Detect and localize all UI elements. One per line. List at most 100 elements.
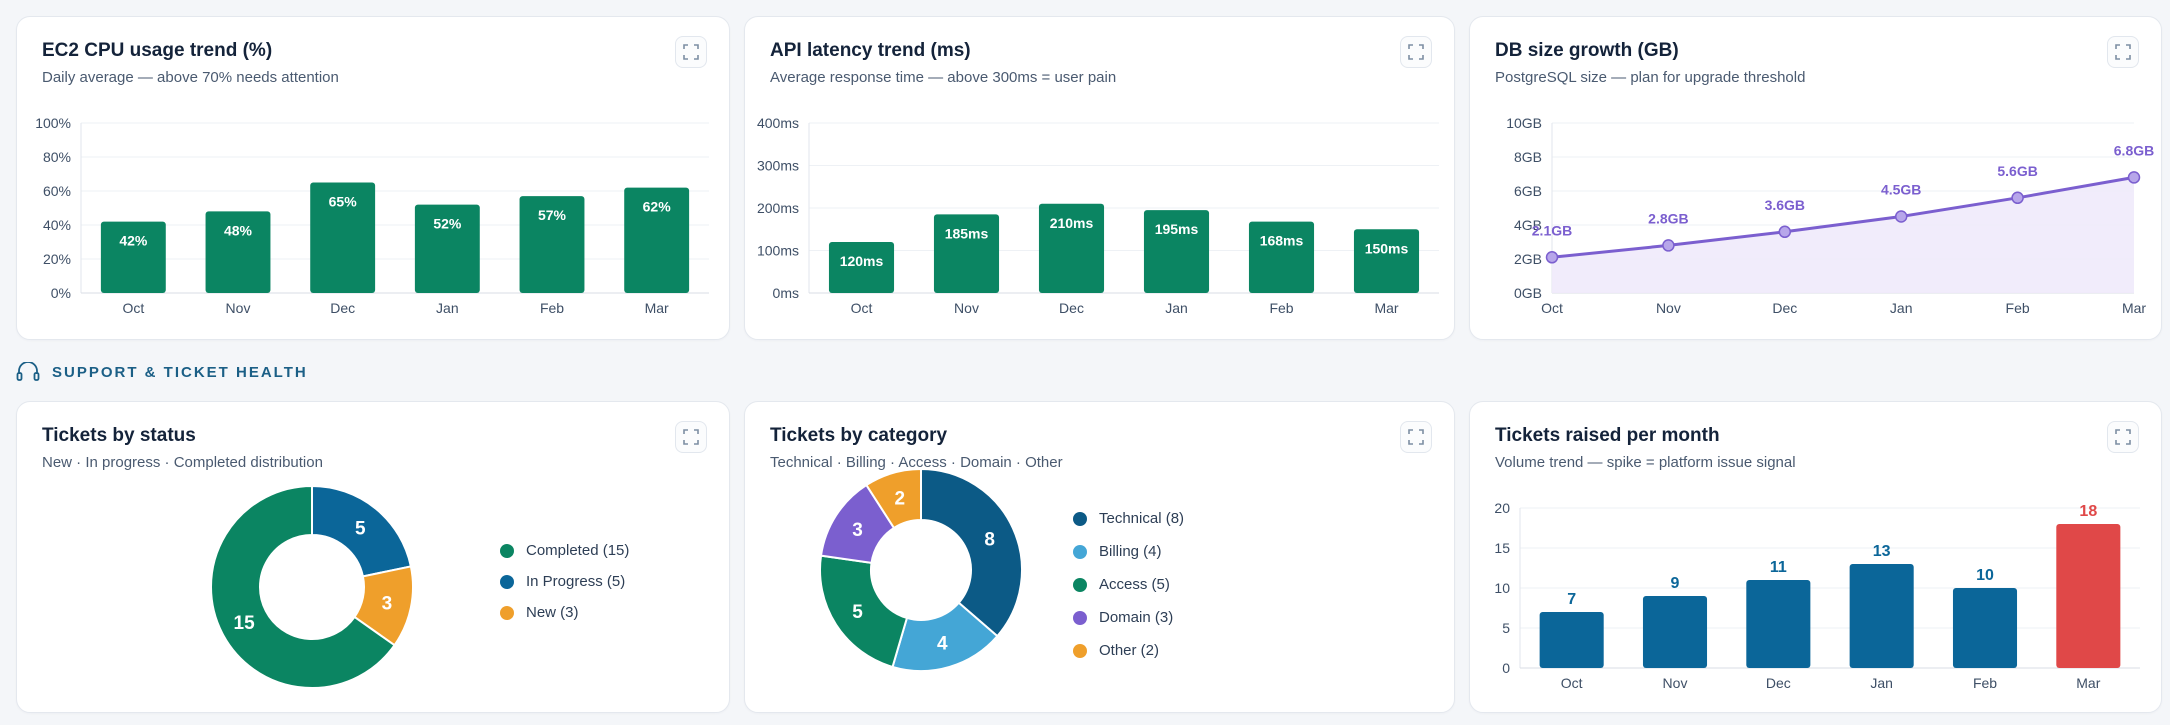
x-tick-label: Oct — [1541, 300, 1563, 316]
bar — [1849, 564, 1914, 668]
expand-icon — [2115, 44, 2131, 60]
bar-value-label: 168ms — [1260, 233, 1304, 249]
category-donut-chart: 8 4 5 3 2 — [819, 467, 1023, 672]
legend-swatch — [1073, 643, 1087, 658]
y-tick-label: 100ms — [757, 243, 799, 259]
bar-value-label: 48% — [224, 222, 253, 238]
donut-slice — [819, 554, 909, 669]
point-value-label: 4.5GB — [1881, 182, 1921, 198]
expand-icon — [683, 44, 699, 60]
donut-slice — [210, 484, 396, 689]
bar-value-label: 10 — [1976, 567, 1994, 584]
bar-value-label: 210ms — [1050, 215, 1094, 231]
card-subtitle: New · In progress · Completed distributi… — [42, 454, 323, 471]
bar-value-label: 13 — [1873, 543, 1891, 560]
data-point — [1545, 251, 1559, 264]
slice-value-label: 5 — [355, 519, 366, 540]
bar — [310, 182, 376, 293]
expand-button[interactable] — [1400, 421, 1432, 453]
legend-item[interactable]: Technical (8) — [1073, 510, 1184, 527]
y-tick-label: 8GB — [1514, 149, 1542, 165]
legend-item[interactable]: Other (2) — [1073, 642, 1184, 659]
legend-label: In Progress (5) — [526, 573, 626, 590]
y-tick-label: 10 — [1494, 580, 1510, 596]
legend-swatch — [1073, 511, 1087, 526]
legend-label: Other (2) — [1099, 642, 1160, 659]
x-tick-label: Nov — [226, 300, 251, 316]
bar — [519, 196, 585, 293]
x-tick-label: Jan — [1890, 300, 1913, 316]
bar — [624, 187, 690, 293]
x-tick-label: Dec — [1059, 300, 1084, 316]
card-title: EC2 CPU usage trend (%) — [42, 40, 273, 61]
expand-button[interactable] — [675, 421, 707, 453]
card-subtitle: Volume trend — spike = platform issue si… — [1495, 454, 1796, 471]
expand-button[interactable] — [2107, 421, 2139, 453]
x-tick-label: Dec — [1766, 675, 1791, 691]
y-tick-label: 20 — [1494, 500, 1510, 516]
card-title: Tickets by status — [42, 425, 196, 446]
bar — [414, 204, 480, 293]
series-line — [1551, 175, 2135, 259]
db-size-area-chart: 0GB 2GB 4GB 6GB 8GB 10GB 2.1GB Oct 2.8GB Nov 3.6GB… — [1506, 115, 2154, 316]
bar-value-label: 150ms — [1365, 240, 1409, 256]
legend-item[interactable]: Billing (4) — [1073, 543, 1184, 560]
x-tick-label: Mar — [1374, 300, 1398, 316]
bar-value-label: 62% — [643, 199, 672, 215]
x-tick-label: Oct — [122, 300, 144, 316]
legend-swatch — [500, 574, 514, 589]
legend-label: Billing (4) — [1099, 543, 1162, 560]
card-title: Tickets by category — [770, 425, 948, 446]
y-tick-label: 6GB — [1514, 183, 1542, 199]
expand-button[interactable] — [2107, 36, 2139, 68]
x-tick-label: Mar — [2076, 675, 2100, 691]
bar — [1353, 229, 1420, 293]
area-fill — [1552, 177, 2134, 293]
legend-item[interactable]: Domain (3) — [1073, 609, 1184, 626]
x-tick-label: Dec — [1772, 300, 1797, 316]
y-tick-label: 4GB — [1514, 217, 1542, 233]
card-subtitle: Technical · Billing · Access · Domain · … — [770, 454, 1063, 471]
legend-swatch — [1073, 544, 1087, 559]
y-tick-label: 2GB — [1514, 251, 1542, 267]
bar — [1952, 588, 2018, 668]
bar — [1746, 580, 1811, 668]
bar-value-label: 7 — [1567, 591, 1576, 608]
data-point — [1894, 210, 1908, 223]
x-tick-label: Feb — [1973, 675, 1997, 691]
y-tick-label: 0GB — [1514, 285, 1542, 301]
expand-button[interactable] — [675, 36, 707, 68]
bar-value-label: 65% — [329, 194, 358, 210]
bar-value-label: 52% — [433, 216, 462, 232]
y-tick-label: 0 — [1502, 660, 1510, 676]
y-tick-label: 10GB — [1506, 115, 1542, 131]
legend-item[interactable]: Completed (15) — [500, 542, 629, 559]
legend-label: Technical (8) — [1099, 510, 1185, 527]
expand-icon — [683, 429, 699, 445]
card-subtitle: Daily average — above 70% needs attentio… — [42, 69, 339, 86]
tickets-bar-chart: 0 5 10 15 20 7 Oct 9 Nov 11 Dec 13 Jan 10 Feb 18 Mar — [1494, 500, 2140, 691]
y-tick-label: 200ms — [757, 200, 799, 216]
y-tick-label: 0% — [51, 285, 71, 301]
legend-item[interactable]: In Progress (5) — [500, 573, 629, 590]
card-subtitle: Average response time — above 300ms = us… — [770, 69, 1117, 86]
expand-button[interactable] — [1400, 36, 1432, 68]
x-tick-label: Mar — [645, 300, 669, 316]
y-tick-label: 60% — [43, 183, 71, 199]
legend-label: New (3) — [526, 604, 579, 621]
data-point — [1662, 239, 1675, 252]
slice-value-label: 15 — [234, 613, 256, 634]
legend-item[interactable]: Access (5) — [1073, 576, 1184, 593]
point-value-label: 2.1GB — [1532, 222, 1572, 238]
y-tick-label: 80% — [43, 149, 71, 165]
cpu-usage-card: EC2 CPU usage trend (%) Daily average — … — [16, 16, 730, 340]
data-point — [2011, 191, 2024, 205]
point-value-label: 6.8GB — [2114, 142, 2154, 158]
legend-swatch — [1073, 610, 1087, 625]
bar-value-label: 185ms — [945, 225, 989, 241]
tickets-by-category-card: Tickets by category Technical · Billing … — [744, 401, 1455, 713]
legend-item[interactable]: New (3) — [500, 604, 629, 621]
expand-icon — [2115, 429, 2131, 445]
bar — [828, 242, 895, 293]
slice-value-label: 2 — [894, 489, 905, 510]
